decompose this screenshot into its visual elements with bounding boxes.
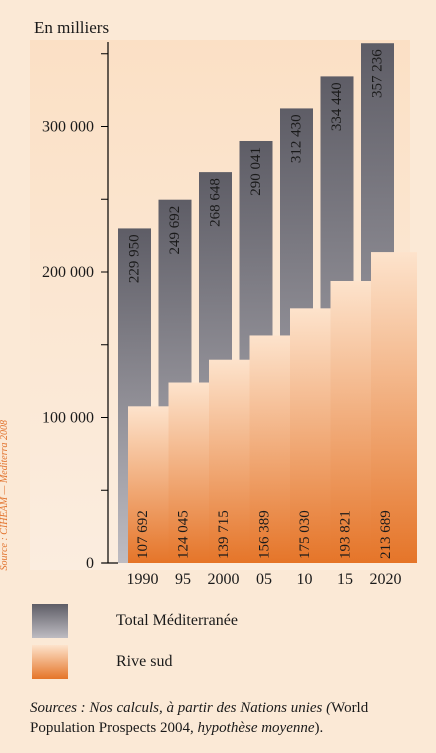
- source-part-3: hypothèse moyenne: [197, 720, 315, 736]
- source-part-4: ).: [314, 720, 324, 736]
- data-label-total-10: 312 430: [289, 114, 305, 163]
- side-credit: Source : CIHEAM — Mediterra 2008: [0, 420, 10, 753]
- bar-south-05: [249, 335, 296, 563]
- data-label-south-2020: 213 689: [378, 510, 394, 559]
- data-label-south-95: 124 045: [176, 510, 192, 559]
- bar-south-2020: [371, 252, 417, 563]
- x-tick-label-2020: 2020: [370, 571, 402, 588]
- data-label-south-10: 175 030: [297, 510, 313, 559]
- legend-swatch-total: [32, 604, 68, 638]
- bar-south-10: [290, 308, 336, 563]
- y-axis: 0 100 000 200 000 300 000: [42, 42, 118, 572]
- y-tick-label-200000: 200 000: [42, 264, 94, 281]
- y-axis-unit-label: En milliers: [34, 18, 110, 37]
- bar-chart: 229 950 107 692 249 692 124 045 268 648 139 7…: [30, 40, 417, 588]
- bar-south-95: [168, 382, 215, 563]
- data-label-total-15: 334 440: [329, 82, 345, 131]
- x-tick-label-15: 15: [337, 571, 353, 588]
- data-label-south-05: 156 389: [257, 510, 273, 559]
- data-label-south-1990: 107 692: [135, 510, 151, 559]
- bar-south-15: [330, 280, 377, 563]
- data-label-total-95: 249 692: [167, 206, 183, 255]
- x-tick-label-10: 10: [297, 571, 313, 588]
- x-tick-label-2000: 2000: [208, 571, 240, 588]
- data-label-total-2020: 357 236: [370, 49, 386, 98]
- source-note: Sources : Nos calculs, à partir des Nati…: [30, 698, 425, 738]
- legend-item-south: Rive sud: [32, 645, 172, 679]
- side-credit-text: Source : CIHEAM — Mediterra 2008: [0, 420, 10, 571]
- data-label-south-15: 193 821: [338, 510, 354, 559]
- legend-item-total: Total Méditerranée: [32, 604, 238, 638]
- data-label-total-1990: 229 950: [127, 234, 143, 283]
- source-part-1: Sources : Nos calculs, à partir des Nati…: [30, 700, 332, 716]
- legend-swatch-south: [32, 645, 68, 679]
- x-tick-label-95: 95: [175, 571, 191, 588]
- bar-south-1990: [128, 406, 174, 563]
- series-rive-sud: [128, 252, 417, 563]
- legend-label-south: Rive sud: [116, 653, 173, 670]
- x-tick-label-1990: 1990: [127, 571, 159, 588]
- data-label-south-2000: 139 715: [216, 510, 232, 559]
- y-tick-label-300000: 300 000: [42, 119, 94, 136]
- data-label-total-2000: 268 648: [208, 178, 224, 227]
- bar-south-2000: [209, 359, 255, 563]
- data-label-total-05: 290 041: [248, 147, 264, 196]
- y-tick-label-100000: 100 000: [42, 410, 94, 427]
- x-axis-tick-labels: 1990 95 2000 05 10 15 2020: [127, 571, 402, 588]
- legend-label-total: Total Méditerranée: [116, 612, 238, 629]
- source-part-2: World Population Prospects 2004,: [30, 700, 369, 736]
- x-tick-label-05: 05: [256, 571, 272, 588]
- data-labels: 229 950 107 692 249 692 124 045 268 648 139 7…: [127, 49, 395, 559]
- y-tick-label-0: 0: [86, 555, 94, 572]
